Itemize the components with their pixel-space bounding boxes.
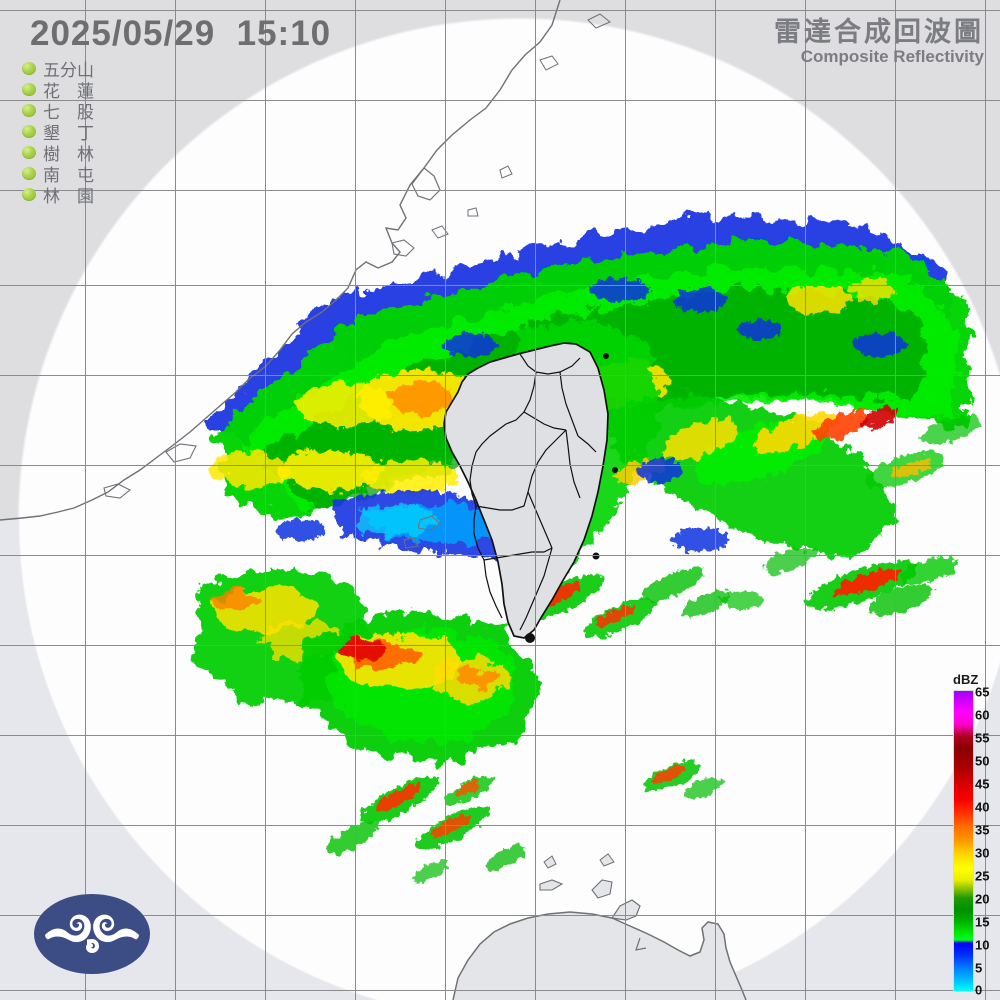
dbz-tick: 50	[975, 753, 990, 769]
green-dot-icon	[22, 62, 36, 75]
dbz-tick: 20	[975, 891, 990, 907]
radar-station-list: 五分山 花 蓮 七 股 墾 丁 樹 林 南 屯 林 園	[22, 58, 94, 207]
dbz-tick: 35	[975, 822, 990, 838]
list-item: 南 屯	[22, 163, 94, 186]
dbz-tick: 55	[975, 730, 990, 746]
dbz-tick: 5	[975, 960, 983, 976]
timestamp-label: 2025/05/29 15:10	[30, 14, 332, 53]
list-item: 樹 林	[22, 142, 94, 165]
list-item: 七 股	[22, 100, 94, 123]
station-label: 樹 林	[43, 145, 94, 165]
cwa-logo	[33, 893, 151, 975]
title-english: Composite Reflectivity	[800, 47, 984, 67]
list-item: 墾 丁	[22, 121, 94, 144]
dbz-tick: 65	[975, 684, 990, 700]
station-label: 五分山	[43, 61, 94, 81]
station-label: 南 屯	[43, 166, 94, 186]
dbz-tick: 10	[975, 937, 990, 953]
dbz-tick-labels: 65 60 55 50 45 40 35 30 25 20 15 10 5 0	[975, 685, 1000, 998]
station-label: 七 股	[43, 103, 94, 123]
green-dot-icon	[22, 83, 36, 96]
dbz-tick: 15	[975, 914, 990, 930]
dbz-gradient-bar	[953, 690, 974, 992]
title-block: 雷達合成回波圖 Composite Reflectivity	[774, 18, 984, 67]
green-dot-icon	[22, 167, 36, 180]
dbz-unit-label: dBZ	[953, 672, 979, 687]
list-item: 花 蓮	[22, 79, 94, 102]
station-label: 花 蓮	[43, 82, 94, 102]
green-dot-icon	[22, 125, 36, 138]
title-chinese: 雷達合成回波圖	[774, 17, 984, 47]
dbz-tick: 60	[975, 707, 990, 723]
list-item: 林 園	[22, 184, 94, 207]
dbz-tick: 30	[975, 845, 990, 861]
dbz-tick: 25	[975, 868, 990, 884]
dbz-color-scale: dBZ 65 60 55 50 45 40 35 30 25 20 15 10 …	[949, 672, 1000, 1000]
dbz-tick: 0	[975, 982, 983, 998]
station-label: 墾 丁	[43, 124, 94, 144]
dbz-tick: 40	[975, 799, 990, 815]
dbz-tick: 45	[975, 776, 990, 792]
green-dot-icon	[22, 188, 36, 201]
list-item: 五分山	[22, 58, 94, 81]
green-dot-icon	[22, 146, 36, 159]
green-dot-icon	[22, 104, 36, 117]
station-label: 林 園	[43, 187, 94, 207]
